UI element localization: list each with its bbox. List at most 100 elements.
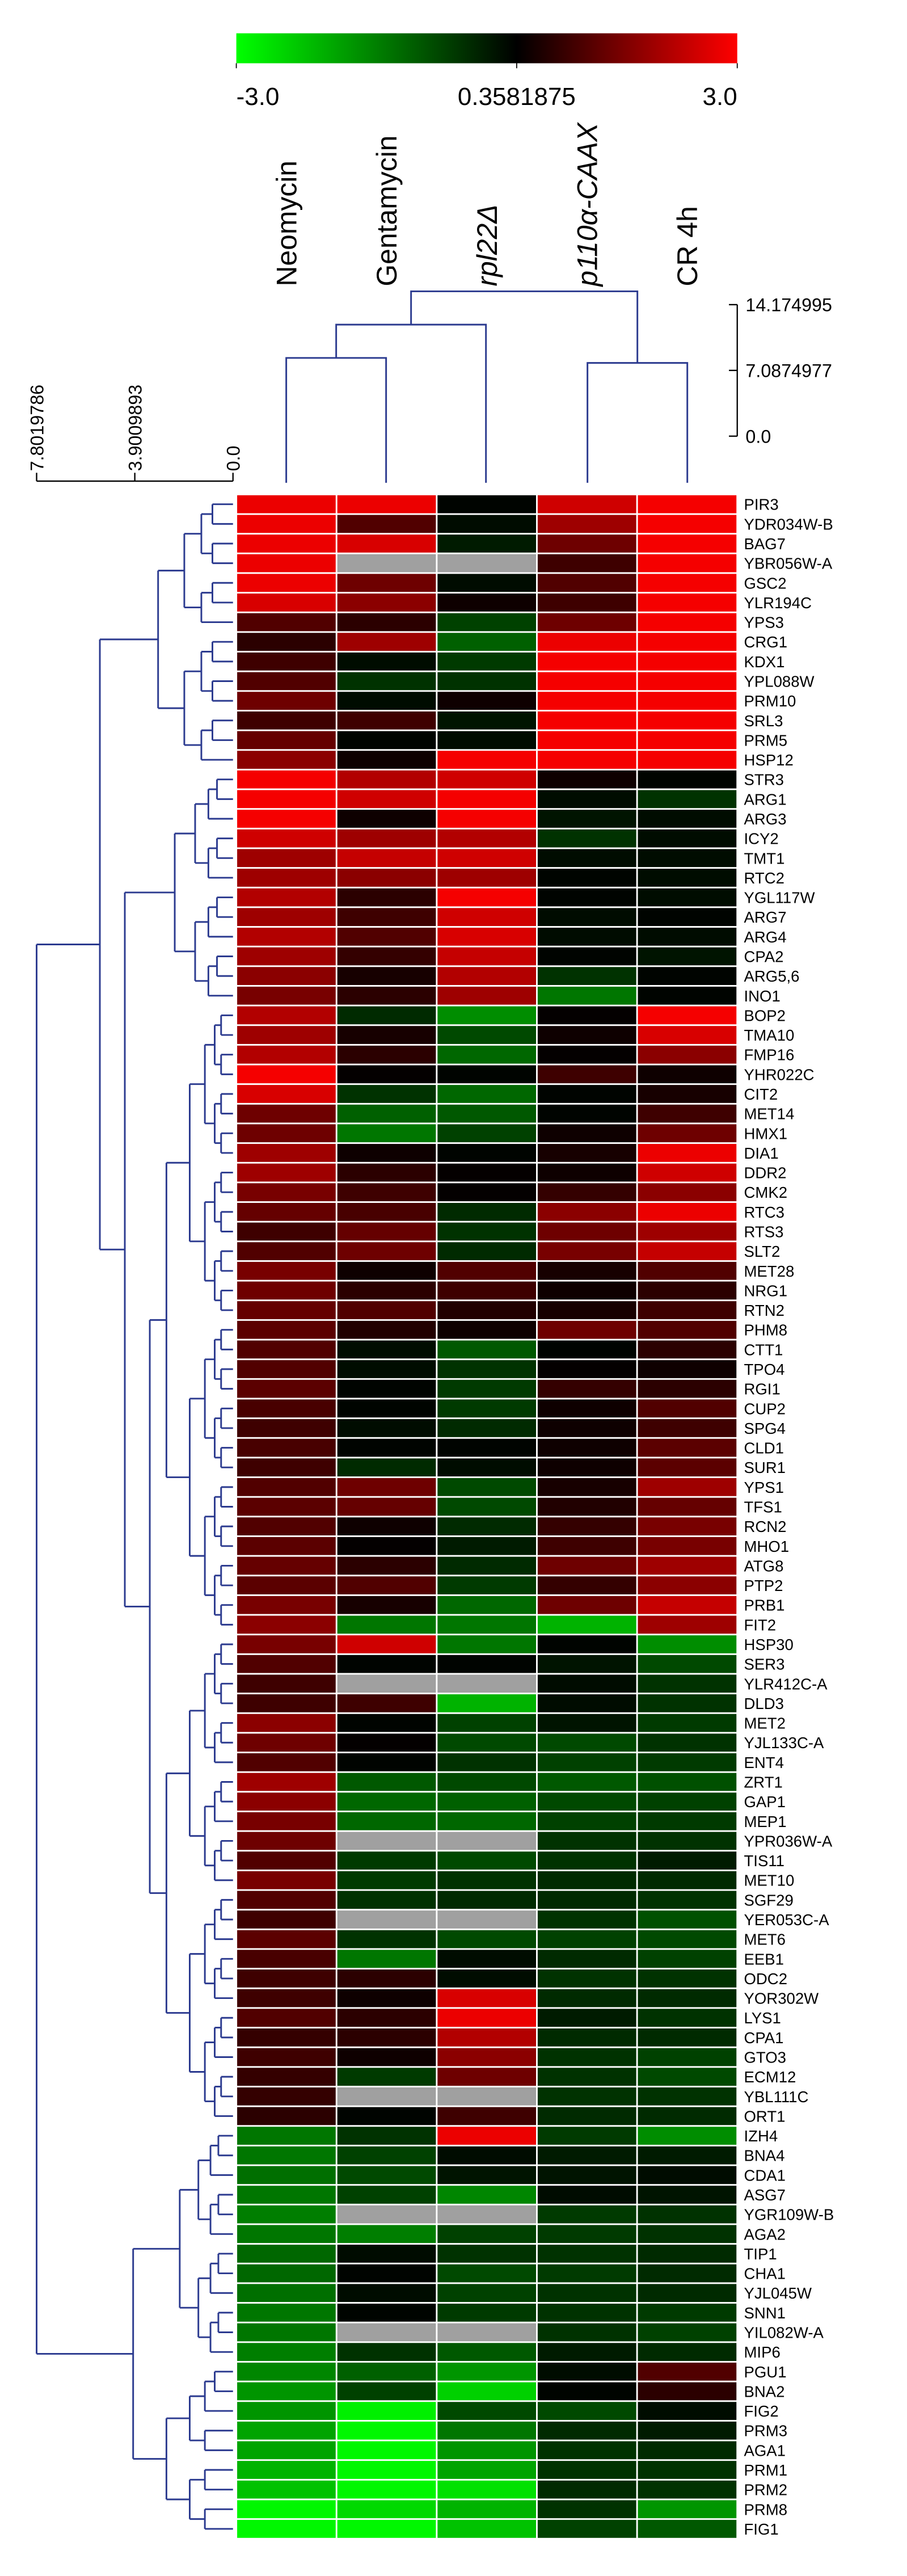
heatmap-cell <box>638 2028 737 2047</box>
heatmap-cell <box>638 2127 737 2145</box>
row-label: ATG8 <box>744 1557 783 1575</box>
heatmap-cell <box>638 1517 737 1536</box>
heatmap-cell <box>237 2028 336 2047</box>
heatmap-cell <box>537 1714 636 1732</box>
row-label: ENT4 <box>744 1754 783 1771</box>
heatmap-cell <box>638 2284 737 2303</box>
heatmap-cell <box>237 1104 336 1123</box>
heatmap-cell <box>638 751 737 769</box>
heatmap-cell <box>537 2028 636 2047</box>
row-label: KDX1 <box>744 653 784 671</box>
heatmap-cell <box>638 613 737 632</box>
heatmap-cell <box>638 1006 737 1025</box>
heatmap-cell <box>638 1950 737 1968</box>
heatmap-cell <box>537 2343 636 2362</box>
heatmap-cell <box>437 1930 537 1948</box>
dendrogram-branch <box>285 290 689 483</box>
heatmap-cell <box>337 1497 436 1516</box>
column-label: Neomycin <box>271 161 303 287</box>
heatmap-cell <box>237 888 336 907</box>
heatmap-cell <box>337 770 436 789</box>
heatmap-cell <box>237 810 336 828</box>
heatmap-cell <box>337 495 436 513</box>
heatmap-cell <box>638 1753 737 1771</box>
heatmap-cell <box>237 2323 336 2342</box>
row-label: PTP2 <box>744 1577 783 1594</box>
row-label: MET2 <box>744 1715 786 1732</box>
heatmap-cell <box>638 1320 737 1339</box>
row-label: PRM5 <box>744 731 787 749</box>
heatmap-cell <box>237 967 336 985</box>
row-label: DLD3 <box>744 1695 783 1712</box>
row-label: YBR056W-A <box>744 555 832 573</box>
row-label: FIG2 <box>744 2402 778 2420</box>
heatmap-cell <box>437 1419 537 1437</box>
row-label: ZRT1 <box>744 1773 782 1791</box>
heatmap-cell <box>537 1792 636 1811</box>
heatmap-cell <box>237 711 336 730</box>
heatmap-cell <box>638 1419 737 1437</box>
row-label: DDR2 <box>744 1164 786 1182</box>
heatmap-cell <box>237 2480 336 2499</box>
heatmap-cell <box>237 1124 336 1143</box>
heatmap-cell <box>437 1851 537 1870</box>
row-label: SGF29 <box>744 1891 793 1909</box>
row-label: CHA1 <box>744 2265 786 2283</box>
row-label: CIT2 <box>744 1085 778 1103</box>
heatmap-cell <box>437 2520 537 2538</box>
row-label: SNN1 <box>744 2304 786 2322</box>
heatmap-cell <box>537 770 636 789</box>
heatmap-cell <box>537 2362 636 2381</box>
heatmap-cell <box>638 1714 737 1732</box>
heatmap-cell <box>337 1753 436 1771</box>
heatmap-cell <box>237 672 336 691</box>
heatmap-cell <box>337 633 436 651</box>
row-label: MET6 <box>744 1931 786 1948</box>
heatmap-cell <box>437 1104 537 1123</box>
heatmap-cell <box>437 1950 537 1968</box>
heatmap-cell <box>237 1026 336 1044</box>
heatmap-cell <box>437 1144 537 1162</box>
heatmap-cell <box>638 2068 737 2086</box>
heatmap-cell <box>638 2264 737 2283</box>
heatmap-cell <box>337 2048 436 2066</box>
heatmap-cell <box>337 849 436 868</box>
heatmap-cell <box>337 2264 436 2283</box>
heatmap-cell <box>237 1360 336 1378</box>
heatmap-cell <box>337 751 436 769</box>
heatmap-cell <box>237 790 336 809</box>
heatmap-cell <box>638 2205 737 2224</box>
heatmap-cell <box>437 1773 537 1791</box>
heatmap-cell <box>537 2323 636 2342</box>
heatmap-cell <box>437 1438 537 1457</box>
heatmap-cell <box>437 731 537 750</box>
heatmap-cell <box>638 672 737 691</box>
heatmap-cell <box>638 1144 737 1162</box>
heatmap-cell <box>437 1222 537 1241</box>
heatmap-cell <box>537 1556 636 1575</box>
heatmap-cell <box>638 986 737 1005</box>
row-dendrogram <box>36 503 233 2530</box>
heatmap-cell <box>537 515 636 533</box>
heatmap-cell <box>437 2362 537 2381</box>
heatmap-cell <box>337 1399 436 1418</box>
heatmap-cell <box>638 1615 737 1634</box>
heatmap-cell <box>237 751 336 769</box>
heatmap-cell <box>537 534 636 553</box>
heatmap-cell <box>337 2343 436 2362</box>
heatmap-cell <box>337 2146 436 2165</box>
heatmap-cell <box>638 1438 737 1457</box>
column-label: p110α-CAAX <box>571 122 603 288</box>
heatmap-cell <box>638 2421 737 2440</box>
heatmap-cell <box>437 613 537 632</box>
heatmap-cell <box>337 2441 436 2460</box>
heatmap-cell <box>337 1281 436 1300</box>
row-label: YDR034W-B <box>744 515 833 533</box>
heatmap-cell <box>337 2520 436 2538</box>
heatmap-cell <box>437 1261 537 1280</box>
heatmap-cell <box>638 2480 737 2499</box>
heatmap-cell <box>638 554 737 573</box>
heatmap-cell <box>638 2009 737 2027</box>
heatmap-cell <box>537 1124 636 1143</box>
heatmap-cell <box>437 1733 537 1752</box>
